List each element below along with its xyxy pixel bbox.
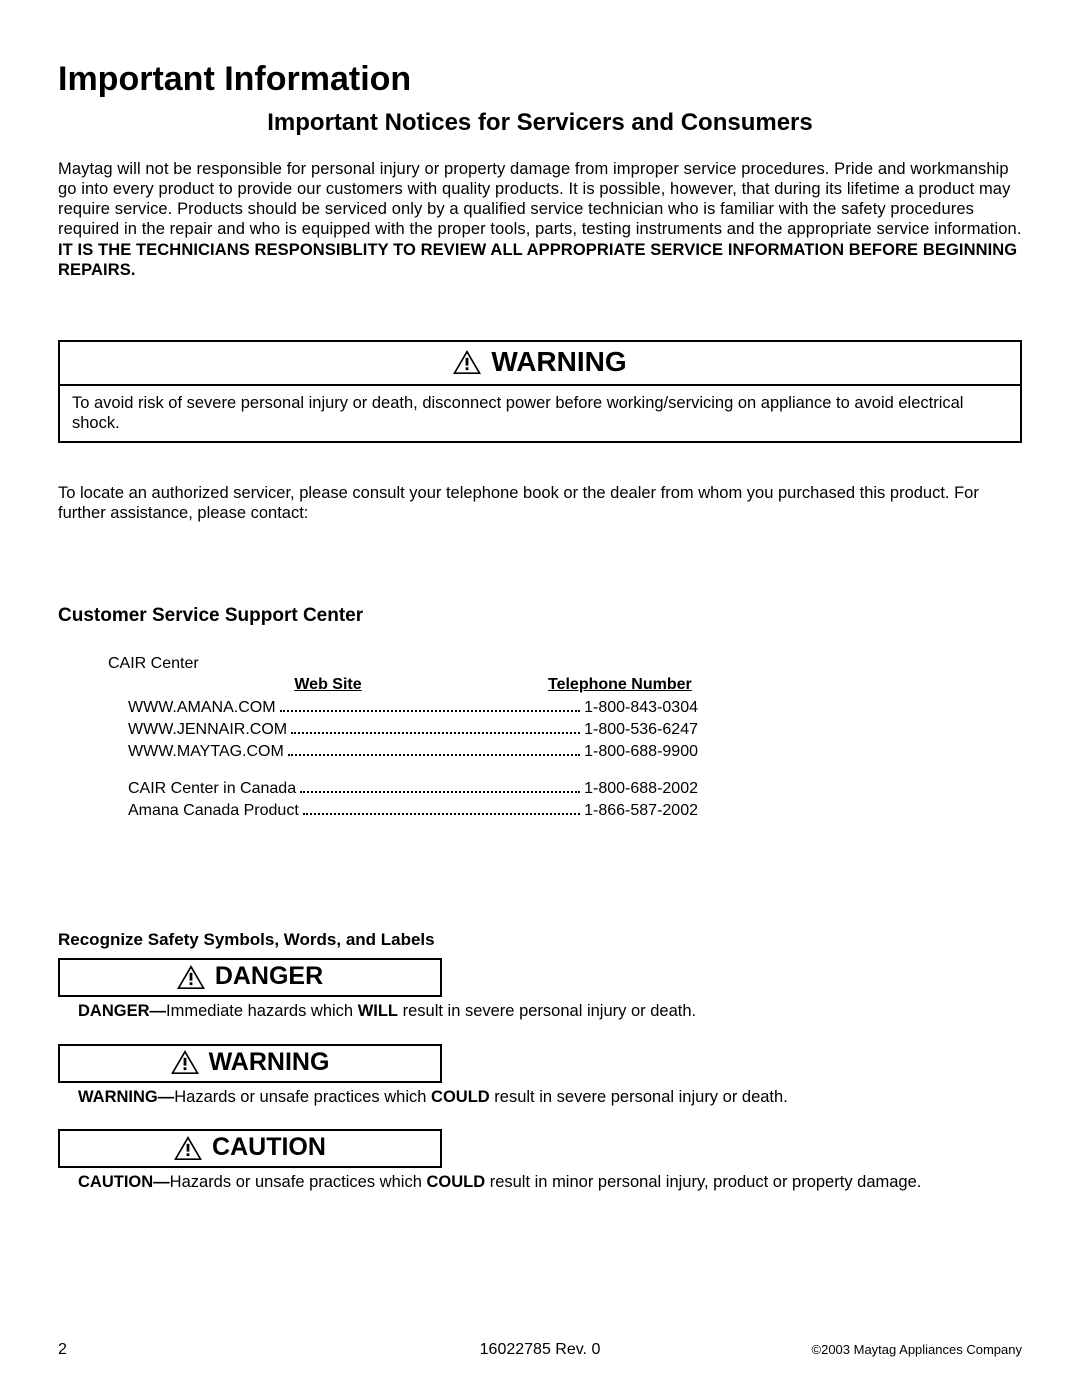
- page-subtitle: Important Notices for Servicers and Cons…: [58, 109, 1022, 137]
- dot-leader: [291, 719, 580, 734]
- contact-column-headers: Web Site Telephone Number: [108, 676, 972, 694]
- def-key: COULD: [431, 1088, 490, 1106]
- recognize-heading: Recognize Safety Symbols, Words, and Lab…: [58, 930, 1022, 950]
- col-phone: Telephone Number: [548, 676, 692, 694]
- def-end: result in minor personal injury, product…: [485, 1173, 921, 1191]
- main-warning-box: WARNING To avoid risk of severe personal…: [58, 340, 1022, 443]
- contact-row: CAIR Center in Canada 1-800-688-2002: [108, 779, 698, 799]
- def-end: result in severe personal injury or deat…: [398, 1002, 696, 1020]
- page-title: Important Information: [58, 60, 1022, 99]
- caution-label: CAUTION: [212, 1133, 326, 1162]
- warning-icon: [177, 965, 205, 989]
- danger-label: DANGER: [215, 962, 323, 991]
- dot-leader: [300, 779, 580, 794]
- danger-box: DANGER: [58, 958, 442, 997]
- contact-row: Amana Canada Product 1-866-587-2002: [108, 800, 698, 820]
- caution-box: CAUTION: [58, 1129, 442, 1168]
- col-website: Web Site: [108, 676, 548, 694]
- def-term: CAUTION—: [78, 1173, 170, 1191]
- contact-name: WWW.MAYTAG.COM: [128, 743, 284, 761]
- def-key: COULD: [426, 1173, 485, 1191]
- intro-text: Maytag will not be responsible for perso…: [58, 160, 1022, 238]
- doc-id: 16022785 Rev. 0: [58, 1341, 1022, 1359]
- page-footer: 2 16022785 Rev. 0 ©2003 Maytag Appliance…: [58, 1341, 1022, 1359]
- dot-leader: [303, 800, 580, 815]
- contact-phone: 1-800-688-9900: [584, 743, 698, 761]
- contact-row: WWW.AMANA.COM 1-800-843-0304: [108, 697, 698, 717]
- contact-name: Amana Canada Product: [128, 802, 299, 820]
- intro-bold: IT IS THE TECHNICIANS RESPONSIBLITY TO R…: [58, 241, 1017, 279]
- dot-leader: [288, 741, 580, 756]
- danger-definition: DANGER—Immediate hazards which WILL resu…: [58, 1001, 1022, 1022]
- support-heading: Customer Service Support Center: [58, 605, 1022, 627]
- contact-phone: 1-800-536-6247: [584, 721, 698, 739]
- main-warning-header: WARNING: [60, 342, 1020, 386]
- caution-definition: CAUTION—Hazards or unsafe practices whic…: [58, 1172, 1022, 1193]
- main-warning-body: To avoid risk of severe personal injury …: [60, 386, 1020, 441]
- def-term: DANGER—: [78, 1002, 166, 1020]
- dot-leader: [280, 697, 581, 712]
- contact-phone: 1-866-587-2002: [584, 802, 698, 820]
- def-term: WARNING—: [78, 1088, 174, 1106]
- contact-name: WWW.JENNAIR.COM: [128, 721, 287, 739]
- contact-name: CAIR Center in Canada: [128, 780, 296, 798]
- def-mid: Immediate hazards which: [166, 1002, 358, 1020]
- warning-box: WARNING: [58, 1044, 442, 1083]
- contact-row: WWW.JENNAIR.COM 1-800-536-6247: [108, 719, 698, 739]
- contact-phone: 1-800-688-2002: [584, 780, 698, 798]
- def-mid: Hazards or unsafe practices which: [170, 1173, 427, 1191]
- warning-icon: [453, 350, 481, 374]
- locate-text: To locate an authorized servicer, please…: [58, 483, 1022, 523]
- main-warning-label: WARNING: [491, 346, 626, 378]
- def-mid: Hazards or unsafe practices which: [174, 1088, 431, 1106]
- warning-definition: WARNING—Hazards or unsafe practices whic…: [58, 1087, 1022, 1108]
- warning-icon: [174, 1136, 202, 1160]
- contacts-block: CAIR Center Web Site Telephone Number WW…: [108, 655, 972, 820]
- def-key: WILL: [358, 1002, 398, 1020]
- contact-name: WWW.AMANA.COM: [128, 699, 276, 717]
- warning-icon: [171, 1050, 199, 1074]
- contact-row: WWW.MAYTAG.COM 1-800-688-9900: [108, 741, 698, 761]
- intro-paragraph: Maytag will not be responsible for perso…: [58, 159, 1022, 280]
- def-end: result in severe personal injury or deat…: [490, 1088, 788, 1106]
- warning-label: WARNING: [209, 1048, 330, 1077]
- contact-phone: 1-800-843-0304: [584, 699, 698, 717]
- cair-label: CAIR Center: [108, 655, 972, 673]
